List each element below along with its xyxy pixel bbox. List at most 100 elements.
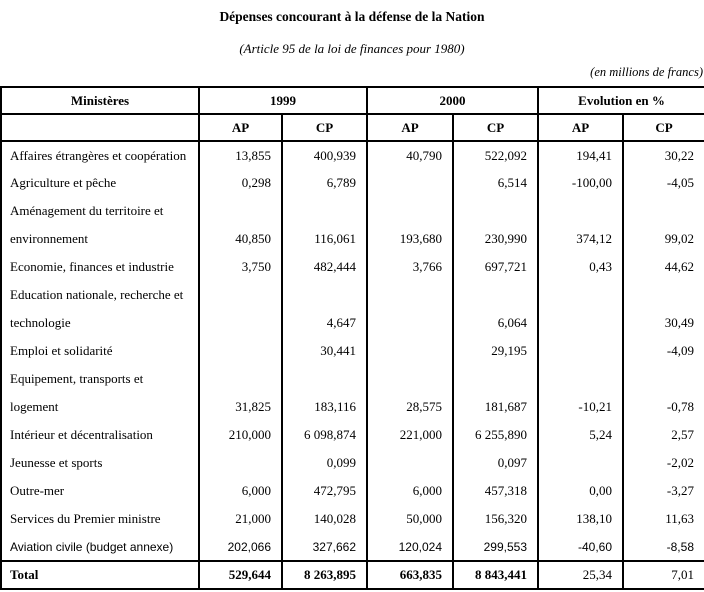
table-row: technologie 4,647 6,064 30,49 bbox=[0, 309, 704, 337]
value-cell: 116,061 bbox=[281, 225, 368, 253]
table-row: Equipement, transports et bbox=[0, 365, 704, 393]
value-cell bbox=[537, 309, 624, 337]
value-cell bbox=[198, 281, 283, 309]
value-cell: -3,27 bbox=[622, 477, 704, 505]
ministry-label: environnement bbox=[0, 225, 200, 253]
value-cell bbox=[366, 337, 454, 365]
value-cell bbox=[198, 337, 283, 365]
value-cell: 327,662 bbox=[281, 533, 368, 561]
value-cell: 140,028 bbox=[281, 505, 368, 533]
ministry-label: Agriculture et pêche bbox=[0, 169, 200, 197]
sub-header-row: AP CP AP CP AP CP bbox=[0, 114, 704, 142]
page-title: Dépenses concourant à la défense de la N… bbox=[219, 9, 485, 24]
value-cell: 5,24 bbox=[537, 421, 624, 449]
table-row: Jeunesse et sports 0,099 0,097 -2,02 bbox=[0, 449, 704, 477]
value-cell: 181,687 bbox=[452, 393, 539, 421]
value-cell bbox=[366, 365, 454, 393]
ministry-label: Economie, finances et industrie bbox=[0, 253, 200, 281]
value-cell: 2,57 bbox=[622, 421, 704, 449]
value-cell: 6,000 bbox=[366, 477, 454, 505]
value-cell bbox=[537, 197, 624, 225]
page-subtitle: (Article 95 de la loi de finances pour 1… bbox=[239, 41, 465, 56]
value-cell: 374,12 bbox=[537, 225, 624, 253]
value-cell: -2,02 bbox=[622, 449, 704, 477]
value-cell: -8,58 bbox=[622, 533, 704, 561]
value-cell: 522,092 bbox=[452, 141, 539, 169]
col-header-ap: AP bbox=[366, 114, 454, 142]
value-cell: 156,320 bbox=[452, 505, 539, 533]
col-header-cp: CP bbox=[452, 114, 539, 142]
total-value-cell: 8 843,441 bbox=[452, 560, 539, 589]
value-cell: -0,78 bbox=[622, 393, 704, 421]
col-header-ap: AP bbox=[198, 114, 283, 142]
ministry-label: Equipement, transports et bbox=[0, 365, 200, 393]
ministry-label: Aviation civile (budget annexe) bbox=[0, 533, 200, 561]
value-cell: 40,790 bbox=[366, 141, 454, 169]
group-header-row: Ministères 1999 2000 Evolution en % bbox=[0, 87, 704, 115]
value-cell: 11,63 bbox=[622, 505, 704, 533]
value-cell bbox=[198, 449, 283, 477]
col-header-cp: CP bbox=[622, 114, 704, 142]
total-label: Total bbox=[0, 560, 200, 589]
ministries-header: Ministères bbox=[0, 87, 200, 115]
ministry-label: Affaires étrangères et coopération bbox=[0, 141, 200, 169]
value-cell bbox=[366, 309, 454, 337]
evolution-header: Evolution en % bbox=[537, 87, 704, 115]
value-cell: 3,766 bbox=[366, 253, 454, 281]
value-cell: 482,444 bbox=[281, 253, 368, 281]
value-cell bbox=[198, 309, 283, 337]
value-cell: 221,000 bbox=[366, 421, 454, 449]
total-value-cell: 7,01 bbox=[622, 560, 704, 589]
table-row: Aménagement du territoire et bbox=[0, 197, 704, 225]
value-cell: 0,097 bbox=[452, 449, 539, 477]
value-cell: 120,024 bbox=[366, 533, 454, 561]
value-cell bbox=[622, 197, 704, 225]
table-row: Emploi et solidarité 30,441 29,195 -4,09 bbox=[0, 337, 704, 365]
year-2000-header: 2000 bbox=[366, 87, 539, 115]
value-cell: 44,62 bbox=[622, 253, 704, 281]
total-value-cell: 663,835 bbox=[366, 560, 454, 589]
value-cell bbox=[537, 337, 624, 365]
value-cell: -100,00 bbox=[537, 169, 624, 197]
value-cell: 40,850 bbox=[198, 225, 283, 253]
table-row: Intérieur et décentralisation 210,000 6 09… bbox=[0, 421, 704, 449]
value-cell: 13,855 bbox=[198, 141, 283, 169]
value-cell: 472,795 bbox=[281, 477, 368, 505]
value-cell: 0,00 bbox=[537, 477, 624, 505]
value-cell: 697,721 bbox=[452, 253, 539, 281]
ministry-label: Services du Premier ministre bbox=[0, 505, 200, 533]
value-cell: 299,553 bbox=[452, 533, 539, 561]
empty-header-cell bbox=[0, 114, 200, 142]
value-cell: 6,514 bbox=[452, 169, 539, 197]
value-cell: -4,09 bbox=[622, 337, 704, 365]
expenses-table: Ministères 1999 2000 Evolution en % AP C… bbox=[0, 86, 704, 590]
value-cell: 400,939 bbox=[281, 141, 368, 169]
value-cell: 3,750 bbox=[198, 253, 283, 281]
total-value-cell: 529,644 bbox=[198, 560, 283, 589]
col-header-ap: AP bbox=[537, 114, 624, 142]
unit-note: (en millions de francs) bbox=[590, 65, 703, 79]
total-value-cell: 25,34 bbox=[537, 560, 624, 589]
ministry-label: technologie bbox=[0, 309, 200, 337]
total-row: Total 529,644 8 263,895 663,835 8 843,441 25,… bbox=[0, 560, 704, 589]
value-cell: 138,10 bbox=[537, 505, 624, 533]
value-cell: 28,575 bbox=[366, 393, 454, 421]
value-cell: 4,647 bbox=[281, 309, 368, 337]
value-cell: -40,60 bbox=[537, 533, 624, 561]
table-row: Services du Premier ministre 21,000 140,02… bbox=[0, 505, 704, 533]
table-row: Outre-mer 6,000 472,795 6,000 457,318 0,00 -3,… bbox=[0, 477, 704, 505]
value-cell bbox=[452, 281, 539, 309]
value-cell: 21,000 bbox=[198, 505, 283, 533]
value-cell bbox=[281, 281, 368, 309]
value-cell bbox=[537, 449, 624, 477]
value-cell bbox=[281, 197, 368, 225]
ministry-label: Emploi et solidarité bbox=[0, 337, 200, 365]
value-cell bbox=[366, 281, 454, 309]
value-cell bbox=[198, 197, 283, 225]
value-cell: 50,000 bbox=[366, 505, 454, 533]
value-cell bbox=[452, 197, 539, 225]
value-cell bbox=[537, 281, 624, 309]
col-header-cp: CP bbox=[281, 114, 368, 142]
value-cell: 6,000 bbox=[198, 477, 283, 505]
ministry-label: Intérieur et décentralisation bbox=[0, 421, 200, 449]
